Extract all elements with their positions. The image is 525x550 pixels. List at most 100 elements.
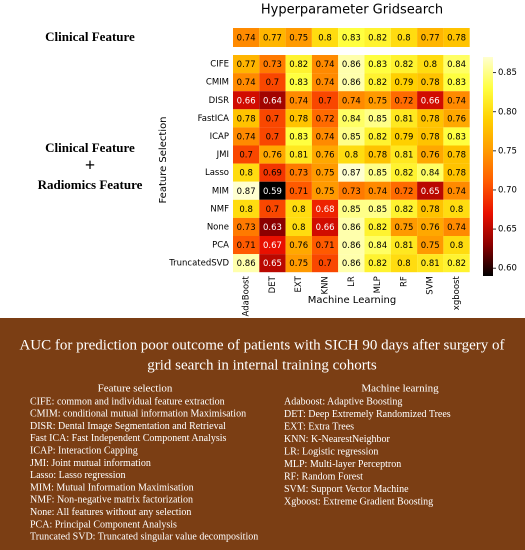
heatmap-cell — [285, 217, 312, 236]
cell-label: 0.74 — [289, 96, 308, 106]
cell-label: 0.75 — [316, 187, 335, 197]
cell-label: 0.74 — [447, 187, 466, 197]
cell-label: 0.78 — [447, 169, 466, 179]
panel-item: LR: Logistic regression — [284, 446, 378, 457]
cell-label: 0.74 — [316, 60, 335, 70]
heatmap-cell — [233, 73, 260, 92]
cell-label: 0.7 — [266, 78, 280, 88]
cell-label: 0.82 — [368, 78, 387, 88]
y-tick-label: PCA — [212, 241, 229, 251]
heatmap-cell — [443, 73, 470, 92]
heatmap-cell — [443, 91, 470, 110]
cell-label: 0.77 — [237, 60, 256, 70]
heatmap-cell — [285, 28, 312, 47]
heatmap-cell — [311, 109, 339, 128]
panel-item: JMI: Joint mutual information — [30, 458, 151, 469]
cell-label: 0.8 — [450, 241, 464, 251]
cell-label: 0.87 — [342, 169, 361, 179]
legend-panel — [0, 318, 525, 550]
heatmap-cell — [285, 163, 312, 182]
panel-item: DISR: Dental Image Segmentation and Retr… — [30, 421, 226, 432]
cell-label: 0.8 — [423, 60, 437, 70]
panel-item: SVM: Support Vector Machine — [284, 484, 409, 495]
heatmap-cell — [338, 236, 365, 255]
y-tick-label: DISR — [209, 96, 229, 106]
heatmap-cell — [233, 145, 260, 164]
heatmap-cell — [311, 199, 339, 218]
cell-label: 0.66 — [316, 223, 335, 233]
heatmap-cell — [364, 145, 391, 164]
side-label: Radiomics Feature — [38, 177, 143, 192]
heatmap-cell — [390, 109, 418, 128]
cell-label: 0.85 — [368, 114, 387, 124]
heatmap-cell — [443, 199, 470, 218]
heatmap-cell — [364, 28, 391, 47]
heatmap-cell — [259, 73, 286, 92]
cell-label: 0.72 — [394, 187, 413, 197]
heatmap-cell — [417, 181, 444, 200]
cell-label: 0.74 — [237, 34, 256, 44]
panel-item: DET: Deep Extremely Randomized Trees — [284, 409, 451, 420]
heatmap-cell — [443, 181, 470, 200]
cell-label: 0.83 — [342, 34, 361, 44]
heatmap-cell — [311, 181, 339, 200]
heatmap-cell — [390, 127, 418, 146]
cell-label: 0.82 — [368, 223, 387, 233]
heatmap-cell — [390, 55, 418, 74]
cell-label: 0.84 — [368, 241, 387, 251]
heatmap-cell — [311, 163, 339, 182]
cell-label: 0.85 — [342, 132, 361, 142]
heatmap-cell — [417, 199, 444, 218]
cell-label: 0.78 — [421, 78, 440, 88]
heatmap-cell — [390, 163, 418, 182]
panel-item: Fast ICA: Fast Independent Component Ana… — [30, 433, 226, 444]
cell-label: 0.82 — [394, 205, 413, 215]
cell-label: 0.7 — [266, 205, 280, 215]
cell-label: 0.83 — [447, 78, 466, 88]
heatmap-cell — [311, 55, 339, 74]
cell-label: 0.69 — [263, 169, 282, 179]
heatmap-cell — [285, 199, 312, 218]
heatmap-cell — [259, 91, 286, 110]
heatmap-cell — [390, 91, 418, 110]
heatmap-cell — [233, 163, 260, 182]
panel-item: NMF: Non-negative matrix factorization — [30, 495, 193, 506]
cell-label: 0.86 — [342, 78, 361, 88]
cell-label: 0.75 — [394, 223, 413, 233]
cell-label: 0.8 — [318, 34, 332, 44]
cell-label: 0.75 — [368, 96, 387, 106]
panel-item: Adaboost: Adaptive Boosting — [284, 396, 402, 407]
heatmap-cell — [417, 109, 444, 128]
cell-label: 0.82 — [447, 259, 466, 269]
heatmap-cell — [364, 254, 391, 273]
heatmap-cell — [390, 254, 418, 273]
heatmap-cell — [443, 254, 470, 273]
heatmap-cell — [338, 28, 365, 47]
cell-label: 0.78 — [447, 151, 466, 161]
cell-label: 0.78 — [421, 205, 440, 215]
cell-label: 0.8 — [345, 151, 359, 161]
heatmap-cell — [259, 55, 286, 74]
heatmap-cell — [338, 55, 365, 74]
cell-label: 0.81 — [289, 151, 308, 161]
heatmap-cell — [390, 73, 418, 92]
heatmap-cell — [233, 109, 260, 128]
cell-label: 0.71 — [237, 241, 256, 251]
y-tick-label: TruncatedSVD — [168, 259, 229, 269]
cell-label: 0.68 — [316, 205, 335, 215]
cell-label: 0.8 — [397, 259, 411, 269]
cell-label: 0.82 — [368, 132, 387, 142]
y-tick-label: MIM — [212, 186, 229, 196]
heatmap-cell — [338, 254, 365, 273]
heatmap-cell — [364, 199, 391, 218]
cell-label: 0.85 — [342, 205, 361, 215]
heatmap-cell — [285, 73, 312, 92]
side-label: + — [85, 155, 95, 175]
cell-label: 0.7 — [266, 132, 280, 142]
cell-label: 0.7 — [318, 96, 332, 106]
heatmap-cell — [390, 217, 418, 236]
cell-label: 0.78 — [421, 114, 440, 124]
y-tick-label: FastICA — [198, 114, 230, 124]
heatmap-cell — [443, 236, 470, 255]
heatmap-cell — [417, 127, 444, 146]
